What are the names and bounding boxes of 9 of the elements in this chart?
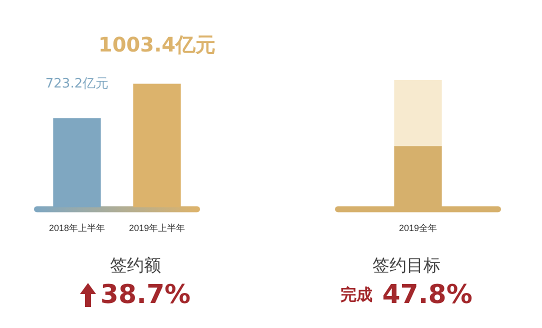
x-tick-label: 2018年上半年 <box>48 223 106 234</box>
x-tick-label: 2019全年 <box>398 223 438 234</box>
data-label: 723.2亿元 <box>45 76 109 92</box>
data-label: 1003.4亿元 <box>98 32 216 56</box>
x-tick-label: 2019年上半年 <box>128 223 186 234</box>
text: 完成 47.8% <box>340 280 472 310</box>
text: 签约目标 <box>372 255 442 277</box>
text: 签约额 <box>109 255 162 277</box>
text: 38.7% <box>100 280 191 310</box>
